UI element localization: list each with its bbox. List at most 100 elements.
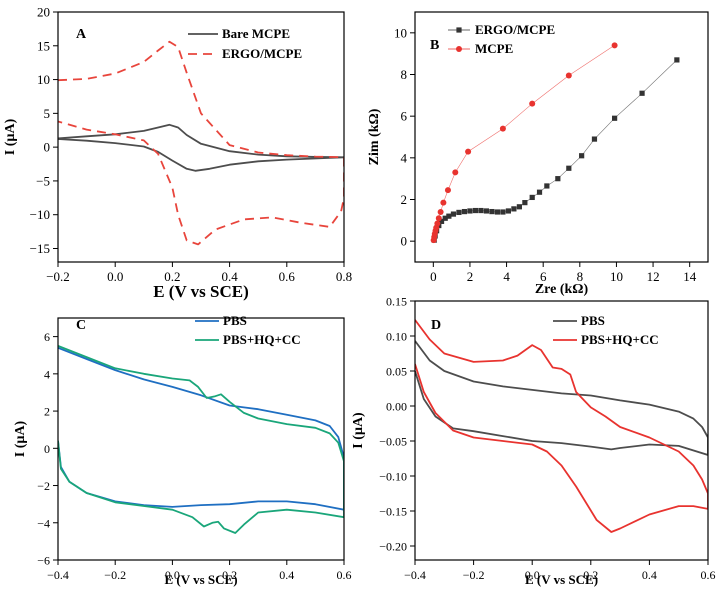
x-tick-label: 12 (647, 269, 660, 284)
x-tick-label: 0.2 (583, 568, 598, 582)
data-point (674, 57, 680, 63)
series-2 (58, 345, 344, 534)
data-point (446, 213, 452, 219)
data-point (511, 206, 517, 212)
data-point (579, 153, 585, 159)
x-tick-label: 8 (577, 269, 584, 284)
chart-panel-b: 0 2 4 6 8 10 12 14 0 2 4 6 8 10 Zre (kΩ) Zim (kΩ) B ERGO/… (367, 11, 709, 297)
data-point (465, 148, 472, 155)
y-tick-label: 6 (44, 330, 50, 344)
x-tick-label: 0.4 (642, 568, 657, 582)
chart-panel-c: −0.4 −0.2 0.0 0.2 0.4 0.6 −6 −4 −2 0 2 4 6 E (V vs SC… (13, 313, 352, 587)
y-tick-label: 0 (44, 140, 51, 155)
y-tick-label: −0.05 (379, 435, 407, 449)
series-line (58, 346, 344, 511)
y-tick-label: 4 (401, 150, 408, 165)
y-tick-label: −10 (30, 207, 50, 222)
x-tick-label: 0 (430, 269, 437, 284)
data-point (494, 209, 501, 215)
data-point (505, 208, 511, 214)
series-line (58, 40, 344, 246)
x-tick-label: −0.4 (47, 568, 69, 582)
y-tick-label: 2 (401, 192, 408, 207)
y-tick-label: −2 (37, 479, 50, 493)
y-axis-label: Zim (kΩ) (367, 108, 382, 165)
y-tick-label: 0.15 (386, 295, 407, 309)
data-point (516, 204, 522, 210)
y-tick-label: −15 (30, 241, 50, 256)
panel-label: C (76, 318, 86, 333)
data-point (438, 218, 445, 224)
y-tick-label: −5 (36, 173, 50, 188)
panel-label: D (431, 318, 441, 333)
data-point (499, 125, 506, 132)
data-point (440, 199, 447, 206)
series-2 (430, 42, 618, 244)
y-tick-label: 0 (44, 442, 50, 456)
x-tick-label: 10 (610, 269, 623, 284)
y-tick-label: −0.15 (379, 505, 407, 519)
y-axis-label: I (µA) (3, 118, 18, 155)
x-tick-label: 14 (683, 269, 697, 284)
x-tick-label: 0.6 (337, 568, 352, 582)
x-tick-label: 0.6 (701, 568, 716, 582)
x-tick-label: 0.4 (279, 568, 294, 582)
data-point (529, 100, 536, 107)
y-tick-label: 20 (37, 5, 50, 20)
legend-marker (456, 27, 462, 33)
plot-frame (414, 11, 709, 263)
y-tick-label: 0.00 (386, 400, 407, 414)
x-axis-label: E (V vs SCE) (525, 572, 598, 587)
y-tick-label: −0.20 (379, 540, 407, 554)
y-tick-label: 10 (394, 25, 407, 40)
panel-label: A (76, 27, 87, 42)
legend-label: PBS+HQ+CC (223, 332, 301, 347)
y-tick-label: −0.10 (379, 470, 407, 484)
legend-label: Bare MCPE (222, 26, 290, 41)
x-axis-label: Zre (kΩ) (535, 282, 589, 297)
series-line (415, 340, 708, 456)
y-tick-label: 0.10 (386, 330, 407, 344)
x-axis-label: E (V vs SCE) (153, 282, 249, 301)
legend-label: PBS (581, 313, 605, 328)
data-point (450, 211, 457, 217)
chart-panel-a: −0.2 0.0 0.2 0.4 0.6 0.8 −15 −10 −5 0 5 10 15 20 E (V … (3, 5, 352, 302)
x-tick-label: −0.4 (404, 568, 426, 582)
series-2 (415, 319, 708, 533)
data-point (467, 208, 473, 214)
y-tick-label: 6 (401, 109, 408, 124)
x-tick-label: 2 (467, 269, 474, 284)
x-tick-label: 6 (540, 269, 547, 284)
x-tick-label: 0.0 (525, 568, 540, 582)
y-tick-label: 0 (401, 234, 408, 249)
data-point (555, 176, 561, 182)
x-tick-label: 0.8 (336, 269, 352, 284)
data-point (639, 90, 645, 96)
legend-label: PBS+HQ+CC (581, 332, 659, 347)
data-point (434, 220, 441, 227)
x-tick-label: 0.2 (164, 269, 180, 284)
legend-label: ERGO/MCPE (222, 46, 302, 61)
y-tick-label: −6 (37, 554, 50, 568)
x-tick-label: −0.2 (463, 568, 485, 582)
data-point (529, 194, 535, 201)
data-point (437, 209, 444, 215)
x-tick-label: 0.6 (279, 269, 296, 284)
x-tick-label: −0.2 (46, 269, 70, 284)
data-point (544, 183, 550, 189)
series-1 (415, 340, 708, 456)
data-point (522, 200, 528, 206)
y-tick-label: 8 (401, 67, 408, 82)
data-point (483, 208, 490, 214)
data-point (612, 115, 618, 121)
y-tick-label: −4 (37, 516, 50, 530)
x-tick-label: −0.2 (104, 568, 126, 582)
x-axis-label: E (V vs SCE) (164, 572, 237, 587)
series-line (415, 319, 708, 533)
legend-marker (456, 46, 462, 52)
series-1 (58, 123, 344, 172)
data-point (565, 72, 572, 79)
data-point (478, 207, 484, 214)
data-point (472, 207, 479, 214)
